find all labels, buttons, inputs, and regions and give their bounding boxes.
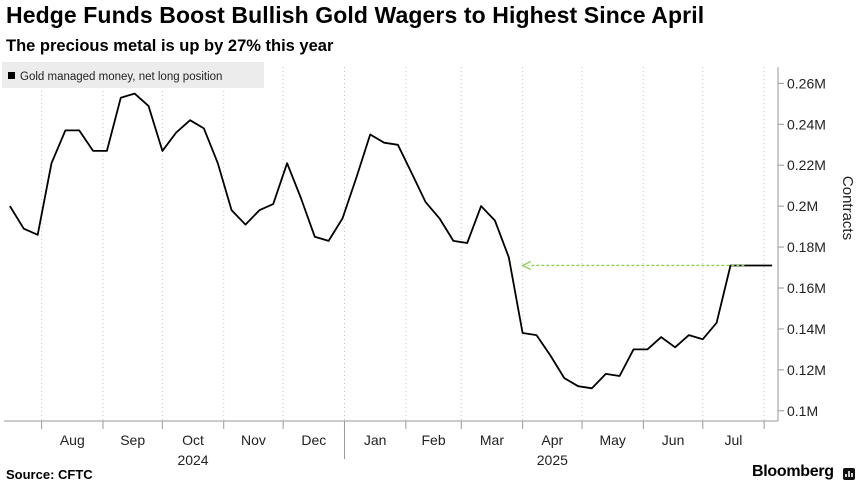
y-tick-label: 0.12M xyxy=(787,362,826,378)
y-tick-label: 0.18M xyxy=(787,239,826,255)
y-tick-label: 0.14M xyxy=(787,321,826,337)
line-chart: Aug Sep Oct Nov Dec Jan Feb Mar Apr May Jun Jul 2024… xyxy=(2,62,856,465)
x-tick-label: May xyxy=(599,432,625,448)
y-axis-title: Contracts xyxy=(839,176,856,240)
bloomberg-mark-icon xyxy=(843,468,855,480)
x-tick-label: Feb xyxy=(421,432,445,448)
annotation-group xyxy=(521,260,745,271)
x-tick-label: Mar xyxy=(480,432,504,448)
x-tick-label: Nov xyxy=(241,432,266,448)
legend-swatch xyxy=(8,72,15,79)
x-tick-label: Oct xyxy=(182,432,204,448)
source-note: Source: CFTC xyxy=(6,467,93,482)
y-tick-label: 0.16M xyxy=(787,280,826,296)
x-tick-label: Aug xyxy=(60,432,85,448)
chart-subtitle: The precious metal is up by 27% this yea… xyxy=(6,37,334,55)
chart-title: Hedge Funds Boost Bullish Gold Wagers to… xyxy=(6,2,705,28)
y-tick-label: 0.1M xyxy=(787,403,818,419)
legend-label: Gold managed money, net long position xyxy=(20,71,222,83)
y-tick-label: 0.22M xyxy=(787,157,826,173)
x-tick-label: Jul xyxy=(725,432,743,448)
x-tick-label: Jun xyxy=(662,432,685,448)
x-tick-label: Sep xyxy=(120,432,145,448)
bloomberg-logo: Bloomberg xyxy=(752,463,834,480)
y-axis: 0.1M 0.12M 0.14M 0.16M 0.18M 0.2M 0.22M 0.24M 0.… xyxy=(777,67,856,421)
x-tick-label: Apr xyxy=(541,432,563,448)
y-tick-label: 0.24M xyxy=(787,116,826,132)
y-tick-label: 0.26M xyxy=(787,75,826,91)
annotation-arrowhead-icon xyxy=(521,260,531,271)
series-group xyxy=(9,92,773,390)
grid-group xyxy=(41,67,765,421)
x-tick-label: Dec xyxy=(301,432,326,448)
x-axis: Aug Sep Oct Nov Dec Jan Feb Mar Apr May Jun Jul 2024… xyxy=(4,420,778,465)
legend: Gold managed money, net long position xyxy=(2,62,264,88)
legend-box xyxy=(2,62,264,88)
y-tick-label: 0.2M xyxy=(787,198,818,214)
x-year-label: 2025 xyxy=(537,452,568,465)
x-tick-label: Jan xyxy=(364,432,387,448)
series-line xyxy=(9,92,773,390)
x-year-label: 2024 xyxy=(177,452,208,465)
